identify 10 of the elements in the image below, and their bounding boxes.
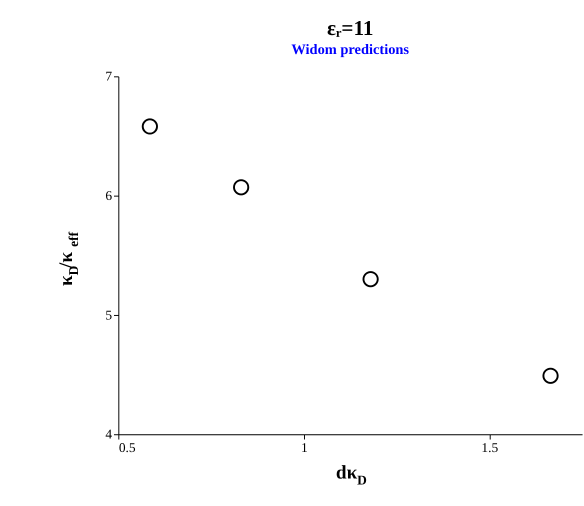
- x-tick-label: 0.5: [118, 440, 136, 456]
- x-tick-label: 1.5: [481, 440, 498, 456]
- x-tick-label: 1: [300, 440, 308, 456]
- y-tick-label: 7: [105, 68, 112, 84]
- chart-title: εᵣ=11: [326, 16, 374, 40]
- y-tick-label: 5: [105, 307, 112, 322]
- y-tick-label: 6: [105, 188, 112, 203]
- chart-subtitle: Widom predictions: [291, 42, 410, 58]
- y-tick-label: 4: [105, 426, 112, 442]
- y-axis-title: κD/κeff: [56, 231, 81, 286]
